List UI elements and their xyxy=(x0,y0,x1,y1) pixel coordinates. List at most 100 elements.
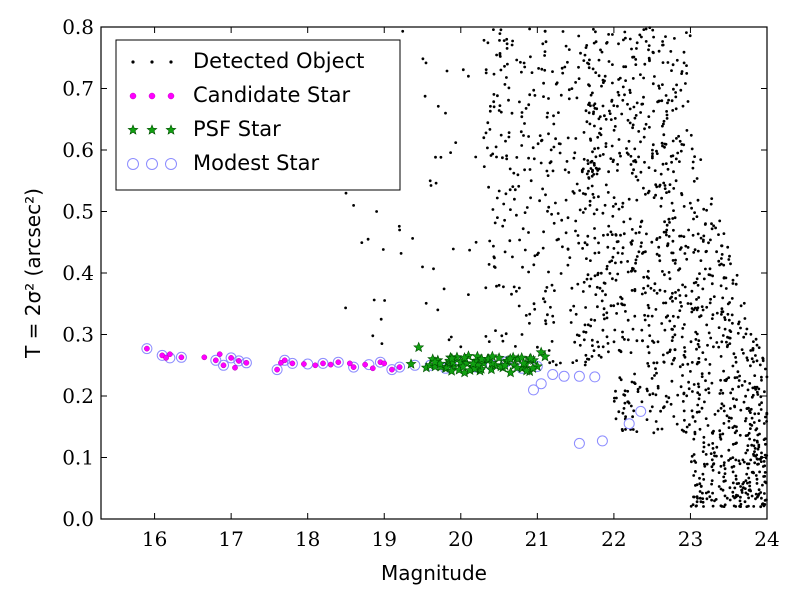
detected-object-point xyxy=(557,111,560,114)
detected-object-point xyxy=(605,311,609,315)
detected-object-point xyxy=(651,50,655,54)
detected-object-point xyxy=(612,247,616,250)
detected-object-point xyxy=(757,412,760,415)
detected-object-point xyxy=(505,76,508,79)
detected-object-point xyxy=(666,243,670,247)
detected-object-point xyxy=(651,148,654,152)
detected-object-point xyxy=(644,291,647,295)
detected-object-point xyxy=(492,244,495,248)
detected-object-point xyxy=(560,218,564,222)
candidate-star-points xyxy=(144,345,403,373)
detected-object-point xyxy=(488,109,492,113)
detected-object-point xyxy=(564,231,568,235)
legend-label-psf-star: PSF Star xyxy=(193,117,281,141)
detected-object-point xyxy=(704,379,707,383)
modest-star-point xyxy=(386,364,398,376)
detected-object-point xyxy=(633,159,637,162)
detected-object-point xyxy=(550,212,553,216)
detected-object-point xyxy=(621,411,625,415)
detected-object-point xyxy=(627,153,630,156)
detected-object-point xyxy=(607,60,611,63)
detected-object-point xyxy=(683,285,687,289)
candidate-star-point xyxy=(312,362,319,369)
detected-object-point xyxy=(546,111,549,115)
detected-object-point xyxy=(617,42,620,46)
detected-object-point xyxy=(662,119,666,123)
detected-object-point xyxy=(589,318,593,321)
detected-object-point xyxy=(755,457,759,461)
detected-object-point xyxy=(681,327,685,330)
detected-object-point xyxy=(723,472,727,475)
detected-object-point xyxy=(582,59,586,62)
detected-object-point xyxy=(680,335,684,339)
detected-object-point xyxy=(739,408,743,412)
detected-object-point xyxy=(623,303,626,307)
candidate-star-point xyxy=(369,365,376,372)
detected-object-point xyxy=(589,160,593,164)
detected-object-point xyxy=(548,161,552,165)
detected-object-point xyxy=(434,181,438,185)
detected-object-point xyxy=(500,334,504,338)
detected-object-point xyxy=(541,42,545,46)
detected-object-point xyxy=(697,410,701,414)
detected-object-point xyxy=(740,491,744,494)
detected-object-point xyxy=(764,415,767,419)
detected-object-point xyxy=(533,254,537,258)
psf-star-point xyxy=(535,346,547,358)
modest-star-point xyxy=(589,371,601,383)
detected-object-point xyxy=(699,500,703,504)
detected-object-point xyxy=(667,217,671,221)
detected-object-point xyxy=(484,335,488,338)
detected-object-point xyxy=(711,447,715,450)
detected-object-point xyxy=(596,305,599,309)
detected-object-point xyxy=(663,273,666,277)
detected-object-point xyxy=(753,447,757,450)
detected-object-point xyxy=(564,44,568,48)
detected-object-point xyxy=(493,256,496,260)
detected-object-point xyxy=(594,155,598,159)
detected-object-point xyxy=(536,142,540,146)
detected-object-point xyxy=(750,424,754,427)
detected-object-point xyxy=(734,356,737,359)
detected-object-point xyxy=(731,470,735,474)
detected-object-point xyxy=(574,229,577,233)
detected-object-point xyxy=(585,120,589,124)
detected-object-point xyxy=(735,429,738,433)
detected-object-point xyxy=(541,246,545,250)
detected-object-point xyxy=(731,494,735,498)
detected-object-point xyxy=(642,95,645,99)
detected-object-point xyxy=(700,375,704,378)
detected-object-point xyxy=(690,409,694,413)
detected-object-point xyxy=(580,170,584,174)
detected-object-point xyxy=(749,407,753,411)
detected-object-point xyxy=(671,239,675,243)
detected-object-point xyxy=(701,308,705,312)
detected-object-point xyxy=(681,400,685,403)
detected-object-point xyxy=(612,304,616,308)
detected-object-point xyxy=(401,29,405,33)
detected-object-point xyxy=(630,47,633,51)
detected-object-point xyxy=(706,424,710,427)
detected-object-point xyxy=(519,60,522,64)
detected-object-point xyxy=(655,361,659,365)
detected-object-point xyxy=(728,498,732,502)
detected-object-point xyxy=(584,360,587,364)
detected-object-point xyxy=(662,122,665,126)
detected-object-point xyxy=(681,283,684,287)
detected-object-point xyxy=(685,31,688,34)
detected-object-point xyxy=(731,321,734,325)
detected-object-point xyxy=(524,107,528,110)
detected-object-point xyxy=(718,435,722,439)
detected-object-point xyxy=(586,273,590,277)
detected-object-point xyxy=(610,144,614,148)
x-axis-ticks: 16 17 18 19 20 21 22 23 24 xyxy=(142,27,780,551)
detected-object-point xyxy=(688,201,692,205)
detected-object-point xyxy=(557,237,560,241)
detected-object-point xyxy=(436,308,440,312)
detected-object-point xyxy=(661,83,664,86)
detected-object-point xyxy=(654,308,658,311)
detected-object-point xyxy=(705,462,709,466)
detected-object-point xyxy=(672,415,676,418)
detected-object-point xyxy=(755,359,759,363)
detected-object-point xyxy=(451,247,455,251)
